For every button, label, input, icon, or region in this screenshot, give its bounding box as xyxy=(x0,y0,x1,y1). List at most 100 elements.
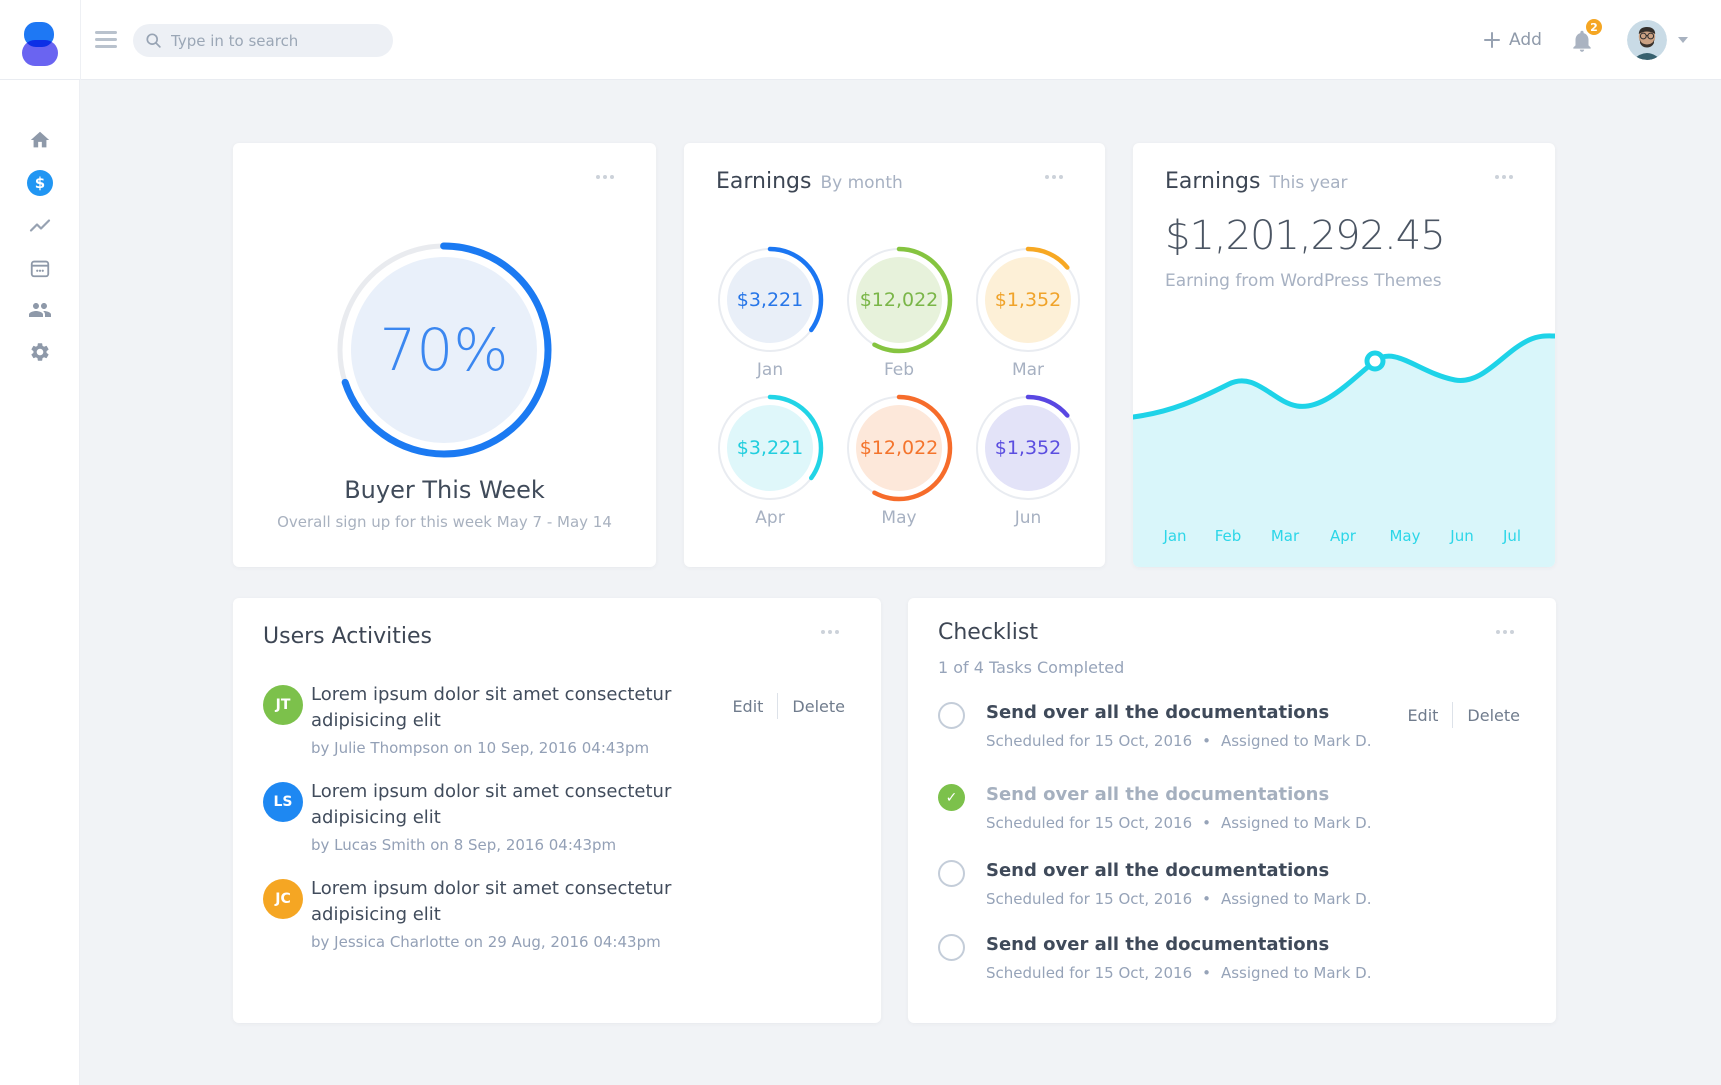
search-icon xyxy=(146,33,161,48)
buyer-progress-donut: 70% xyxy=(334,240,554,460)
chart-month-label: Feb xyxy=(1214,527,1242,545)
card-title: Checklist xyxy=(938,620,1038,645)
chart-month-label: Jan xyxy=(1163,527,1187,545)
earnings-this-year-card: Earnings This year $1,201,292.45 Earning … xyxy=(1133,143,1555,567)
chart-month-label: Jun xyxy=(1450,527,1474,545)
users-icon xyxy=(29,303,51,317)
earnings-area-chart: Jan Feb Mar Apr May Jun Jul xyxy=(1133,332,1555,567)
plus-icon xyxy=(1484,32,1500,48)
month-label: Apr xyxy=(755,508,785,528)
bullet-separator: • xyxy=(1202,890,1211,908)
dollar-icon: $ xyxy=(27,170,53,196)
row-actions: Edit Delete xyxy=(1407,702,1520,728)
month-label: May xyxy=(881,508,917,528)
sidebar-item-calendar[interactable] xyxy=(29,257,51,279)
buyer-card-subtitle: Overall sign up for this week May 7 - Ma… xyxy=(277,513,612,531)
card-title: Earnings By month xyxy=(716,169,903,194)
sidebar-item-earnings[interactable]: $ xyxy=(27,170,53,196)
calendar-icon xyxy=(30,260,50,278)
task-checkbox-checked[interactable]: ✓ xyxy=(938,784,965,811)
month-earning-value: $3,221 xyxy=(736,289,804,311)
avatar: JC xyxy=(263,879,303,919)
task-title: Send over all the documentations xyxy=(986,860,1330,881)
activity-text: Lorem ipsum dolor sit amet consectetur a… xyxy=(311,684,672,731)
chart-point-marker xyxy=(1364,350,1386,372)
checklist-card: Checklist 1 of 4 Tasks Completed Send ov… xyxy=(908,598,1556,1023)
activity-meta: by Lucas Smith on 8 Sep, 2016 04:43pm xyxy=(311,836,617,854)
earnings-amount: $1,201,292.45 xyxy=(1165,213,1446,259)
card-menu-icon[interactable] xyxy=(1495,175,1513,179)
edit-button[interactable]: Edit xyxy=(1407,705,1439,725)
card-menu-icon[interactable] xyxy=(821,630,839,634)
row-actions: Edit Delete xyxy=(732,693,845,719)
month-label: Jan xyxy=(756,360,784,380)
earnings-caption: Earning from WordPress Themes xyxy=(1165,271,1442,291)
gear-icon xyxy=(31,343,49,361)
topbar-divider xyxy=(80,0,81,80)
search-input[interactable] xyxy=(171,31,371,50)
task-checkbox[interactable] xyxy=(938,702,965,729)
task-title: Send over all the documentations xyxy=(986,784,1330,805)
users-activities-card: Users Activities JT Lorem ipsum dolor si… xyxy=(233,598,881,1023)
user-avatar[interactable] xyxy=(1627,20,1667,60)
card-title: Earnings This year xyxy=(1165,169,1348,194)
buyer-this-week-card: 70% Buyer This Week Overall sign up for … xyxy=(233,143,656,567)
actions-divider xyxy=(1452,702,1454,728)
buyer-percent: 70% xyxy=(379,316,509,384)
search-bar[interactable] xyxy=(133,24,393,57)
buyer-card-title: Buyer This Week xyxy=(344,476,545,504)
menu-icon[interactable] xyxy=(95,31,117,49)
activity-meta: by Julie Thompson on 10 Sep, 2016 04:43p… xyxy=(311,739,650,757)
edit-button[interactable]: Edit xyxy=(732,696,764,716)
avatar: LS xyxy=(263,782,303,822)
check-icon: ✓ xyxy=(945,789,958,806)
card-menu-icon[interactable] xyxy=(1496,630,1514,634)
delete-button[interactable]: Delete xyxy=(1467,705,1520,725)
month-earning-value: $3,221 xyxy=(736,437,804,459)
sidebar-item-users[interactable] xyxy=(28,298,52,322)
month-earning-value: $12,022 xyxy=(859,437,939,459)
sidebar-item-trends[interactable] xyxy=(28,214,52,238)
month-earning-feb: $12,022 Feb xyxy=(845,246,953,380)
task-checkbox[interactable] xyxy=(938,860,965,887)
add-button[interactable]: Add xyxy=(1484,26,1542,54)
bullet-separator: • xyxy=(1202,732,1211,750)
task-meta: Scheduled for 15 Oct, 2016 • Assigned to M… xyxy=(986,964,1372,982)
activity-meta: by Jessica Charlotte on 29 Aug, 2016 04:… xyxy=(311,933,661,951)
month-earning-jan: $3,221 Jan xyxy=(716,246,824,380)
activity-text: Lorem ipsum dolor sit amet consectetur a… xyxy=(311,781,672,828)
task-meta: Scheduled for 15 Oct, 2016 • Assigned to M… xyxy=(986,890,1372,908)
sidebar: $ xyxy=(0,80,80,1085)
sidebar-item-settings[interactable] xyxy=(29,341,51,363)
month-earning-value: $1,352 xyxy=(994,437,1062,459)
actions-divider xyxy=(777,693,779,719)
notifications-bell-icon[interactable] xyxy=(1569,28,1597,56)
task-title: Send over all the documentations xyxy=(986,702,1330,723)
month-earning-value: $1,352 xyxy=(994,289,1062,311)
month-earning-mar: $1,352 Mar xyxy=(974,246,1082,380)
chart-month-label: Mar xyxy=(1270,527,1300,545)
card-menu-icon[interactable] xyxy=(596,175,614,179)
sidebar-item-home[interactable] xyxy=(29,129,51,151)
month-earning-value: $12,022 xyxy=(859,289,939,311)
checklist-subtitle: 1 of 4 Tasks Completed xyxy=(938,658,1125,677)
add-button-label: Add xyxy=(1509,30,1542,50)
month-label: Mar xyxy=(1011,360,1045,380)
logo-shape-bottom xyxy=(22,40,58,66)
card-menu-icon[interactable] xyxy=(1045,175,1063,179)
app-logo[interactable] xyxy=(20,20,62,68)
month-earning-jun: $1,352 Jun xyxy=(974,394,1082,528)
progress-arc xyxy=(336,242,552,458)
month-earning-apr: $3,221 Apr xyxy=(716,394,824,528)
chevron-down-icon[interactable] xyxy=(1678,37,1688,43)
month-label: Feb xyxy=(883,360,915,380)
task-checkbox[interactable] xyxy=(938,934,965,961)
bullet-separator: • xyxy=(1202,814,1211,832)
month-earning-may: $12,022 May xyxy=(845,394,953,528)
notification-badge: 2 xyxy=(1584,17,1604,37)
avatar: JT xyxy=(263,685,303,725)
activity-text: Lorem ipsum dolor sit amet consectetur a… xyxy=(311,878,672,925)
chart-month-label: Apr xyxy=(1330,527,1356,545)
delete-button[interactable]: Delete xyxy=(792,696,845,716)
task-title: Send over all the documentations xyxy=(986,934,1330,955)
